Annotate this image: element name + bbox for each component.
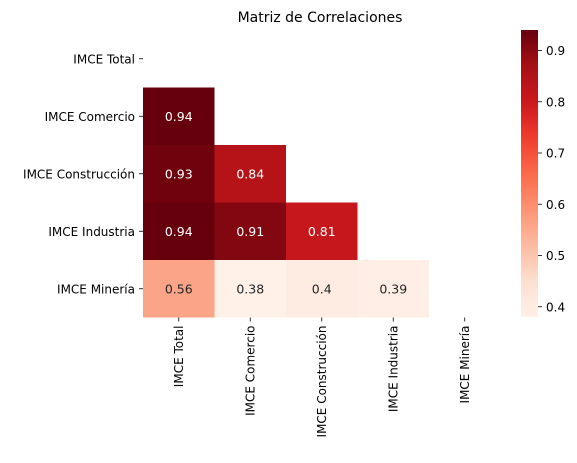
cell-value-label: 0.94 bbox=[165, 224, 193, 239]
y-tick-label: IMCE Construcción bbox=[23, 167, 135, 181]
heatmap-cell bbox=[143, 202, 215, 260]
x-tick-label: IMCE Construcción bbox=[315, 326, 329, 438]
chart-title: Matriz de Correlaciones bbox=[238, 10, 403, 26]
y-axis-ticks: IMCE Total IMCE Comercio IMCE Construcción… bbox=[23, 52, 143, 296]
cell-value-label: 0.38 bbox=[236, 281, 264, 296]
cell-value-label: 0.81 bbox=[308, 224, 336, 239]
heatmap-cell bbox=[143, 87, 215, 145]
cell-value-label: 0.4 bbox=[312, 281, 332, 296]
x-axis-ticks: IMCE Total IMCE Comercio IMCE Construcción… bbox=[172, 317, 472, 438]
colorbar: 0.4 0.5 0.6 0.7 0.8 0.9 bbox=[521, 30, 565, 317]
heatmap-cells: 0.94 0.93 0.84 0.94 0.91 0.81 0.56 0.38 0.4 0.39 bbox=[143, 87, 429, 318]
heatmap-cell bbox=[143, 260, 215, 318]
x-tick-label: IMCE Comercio bbox=[243, 326, 257, 416]
heatmap-cell bbox=[286, 260, 358, 318]
colorbar-ticks: 0.4 0.5 0.6 0.7 0.8 0.9 bbox=[538, 44, 565, 314]
heatmap-cell bbox=[143, 145, 215, 203]
colorbar-tick-label: 0.5 bbox=[546, 249, 565, 263]
heatmap-cell bbox=[357, 260, 429, 318]
cell-value-label: 0.91 bbox=[236, 224, 264, 239]
heatmap-cell bbox=[214, 260, 286, 318]
colorbar-tick-label: 0.8 bbox=[546, 95, 565, 109]
cell-value-label: 0.39 bbox=[379, 281, 407, 296]
y-tick-label: IMCE Total bbox=[73, 52, 135, 66]
heatmap-cell bbox=[214, 202, 286, 260]
y-tick-label: IMCE Comercio bbox=[45, 110, 135, 124]
cell-value-label: 0.94 bbox=[165, 109, 193, 124]
colorbar-tick-label: 0.4 bbox=[546, 300, 565, 314]
x-tick-label: IMCE Total bbox=[172, 326, 186, 388]
y-tick-label: IMCE Minería bbox=[57, 282, 135, 296]
x-tick-label: IMCE Industria bbox=[386, 326, 400, 413]
heatmap-cell bbox=[286, 202, 358, 260]
colorbar-tick-label: 0.7 bbox=[546, 147, 565, 161]
colorbar-tick-label: 0.9 bbox=[546, 44, 565, 58]
cell-value-label: 0.84 bbox=[236, 166, 264, 181]
heatmap-cell bbox=[214, 145, 286, 203]
colorbar-gradient bbox=[521, 30, 538, 317]
y-tick-label: IMCE Industria bbox=[48, 225, 135, 239]
x-tick-label: IMCE Minería bbox=[458, 326, 472, 404]
cell-value-label: 0.93 bbox=[165, 166, 193, 181]
colorbar-tick-label: 0.6 bbox=[546, 198, 565, 212]
cell-value-label: 0.56 bbox=[165, 281, 193, 296]
